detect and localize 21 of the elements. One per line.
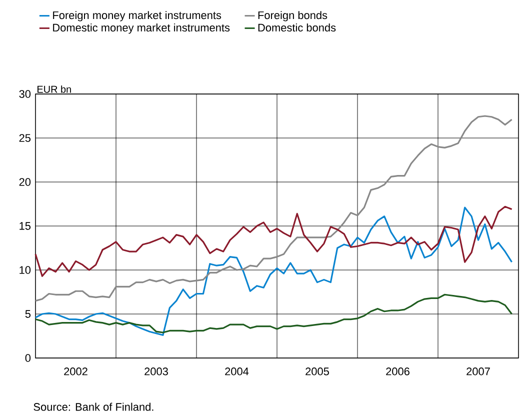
line-series [34, 206, 513, 336]
legend-label: Foreign bonds [258, 11, 328, 22]
x-tick-label: 2005 [306, 368, 329, 376]
x-tick-label: 2003 [144, 368, 168, 376]
y-tick-label: 10 [20, 266, 31, 274]
x-tick-label: 2002 [64, 368, 88, 376]
y-axis-title: EUR bn [38, 85, 71, 93]
y-tick-label: 5 [25, 310, 31, 318]
line-series [34, 206, 513, 277]
legend-label: Domestic money market instruments [53, 23, 230, 34]
legend-label: Domestic bonds [258, 23, 336, 32]
legend-label: Foreign money market instruments [53, 11, 222, 22]
x-tick-label: 2004 [225, 368, 249, 376]
x-tick-label: 2006 [386, 368, 410, 376]
y-tick-label: 30 [19, 90, 31, 98]
x-tick-label: 2007 [466, 368, 490, 376]
y-tick-label: 20 [19, 178, 31, 186]
source-note: Source: Bank of Finland. [34, 402, 154, 411]
y-tick-label: 0 [25, 354, 31, 362]
y-tick-label: 15 [20, 222, 31, 230]
y-tick-label: 25 [19, 134, 31, 142]
